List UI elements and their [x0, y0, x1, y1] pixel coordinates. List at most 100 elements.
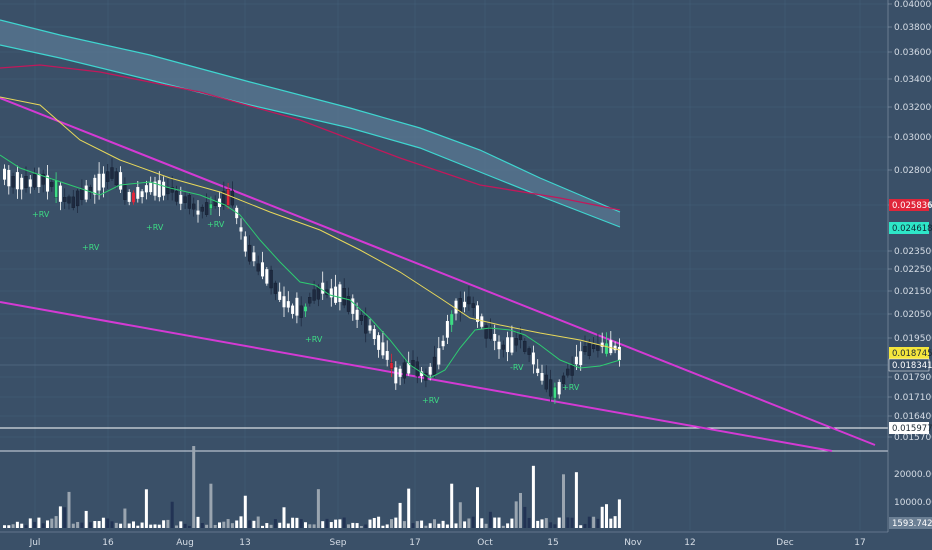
candle-body: [269, 269, 273, 289]
candle-body: [93, 177, 97, 195]
candle-body: [389, 362, 394, 369]
candle-body: [432, 356, 437, 376]
candle-body: [518, 334, 523, 341]
candle-body: [467, 296, 471, 305]
candle-body: [204, 202, 209, 215]
volume-bar: [114, 522, 118, 528]
candle-body: [591, 344, 596, 350]
candle-body: [295, 297, 299, 316]
volume-bar: [424, 525, 428, 528]
volume-bar: [230, 523, 234, 528]
candle-body: [278, 291, 282, 300]
volume-bar: [312, 524, 316, 528]
volume-bar: [347, 524, 350, 528]
candle-body: [346, 296, 351, 312]
volume-bar: [411, 523, 415, 528]
volume-bar: [458, 502, 462, 528]
volume-bar: [527, 517, 531, 528]
candle-body: [308, 297, 312, 304]
volume-bar: [175, 525, 178, 528]
volume-bar: [67, 491, 71, 528]
volume-bar: [471, 516, 475, 528]
candle-body: [28, 179, 32, 187]
volume-bar: [110, 521, 114, 528]
volume-bar: [587, 516, 591, 528]
candle-body: [596, 344, 600, 351]
volume-bar: [54, 516, 58, 528]
candle-body: [329, 288, 333, 298]
price-badge: [888, 358, 930, 372]
candle-body: [458, 298, 462, 313]
candle-body: [381, 342, 385, 356]
candle-body: [273, 282, 278, 294]
price-badge: [889, 222, 929, 234]
volume-bar: [506, 523, 510, 528]
candle-body: [605, 343, 608, 354]
volume-bar: [11, 524, 15, 528]
candle-body: [243, 236, 247, 252]
volume-bar: [295, 517, 299, 528]
volume-bar: [162, 520, 166, 528]
volume-bar: [544, 518, 548, 528]
volume-bar: [170, 501, 174, 528]
candle-body: [200, 206, 204, 212]
volume-bar: [299, 519, 303, 528]
price-badge-label: 0.018341: [892, 361, 932, 371]
volume-bar: [493, 517, 497, 528]
candle-body: [359, 314, 364, 321]
volume-bar: [282, 507, 286, 528]
candle-body: [153, 181, 157, 196]
candle-body: [497, 341, 501, 350]
candle-body: [222, 191, 226, 206]
volume-bar: [304, 522, 307, 528]
volume-bar: [101, 517, 105, 528]
time-tick-label: Oct: [477, 538, 493, 548]
time-tick-label: Aug: [176, 538, 194, 548]
volume-bar: [437, 523, 441, 528]
volume-bar: [519, 492, 522, 528]
volume-bar: [106, 518, 110, 528]
volume-bars: [3, 446, 621, 528]
volume-bar: [450, 483, 454, 528]
volume-bar: [192, 446, 196, 528]
candle-body: [247, 244, 252, 262]
candle-body: [454, 300, 458, 314]
rv-annotation: +RV: [422, 396, 440, 405]
candles: [3, 158, 621, 404]
candle-body: [192, 203, 196, 210]
volume-bar: [308, 524, 312, 528]
volume-bar: [63, 507, 67, 528]
candle-body: [377, 335, 381, 350]
volume-bar: [467, 518, 471, 528]
candle-body: [149, 182, 153, 193]
rv-annotation: +RV: [146, 223, 164, 232]
volume-bar: [359, 525, 363, 528]
candle-body: [493, 333, 497, 341]
candle-body: [166, 188, 170, 195]
volume-bar: [592, 516, 596, 528]
time-tick-label: 17: [409, 538, 420, 548]
candle-body: [428, 366, 432, 375]
candle-body: [144, 185, 148, 193]
time-tick-label: Sep: [330, 538, 347, 548]
volume-bar: [549, 522, 553, 528]
candle-body: [140, 191, 144, 198]
price-badge-label: 0.015977: [892, 424, 932, 434]
candle-body: [368, 325, 372, 331]
rv-annotations: +RV +RV +RV +RV +RV +RV -RV +RV: [32, 210, 580, 405]
volume-bar: [46, 520, 49, 528]
candle-body: [561, 375, 566, 384]
candle-body: [566, 368, 570, 376]
volume-bar: [80, 522, 84, 528]
candle-body: [463, 301, 467, 308]
candle-body: [579, 351, 583, 366]
volume-bar: [291, 517, 295, 528]
candle-body: [553, 386, 557, 399]
candle-body: [7, 169, 11, 187]
